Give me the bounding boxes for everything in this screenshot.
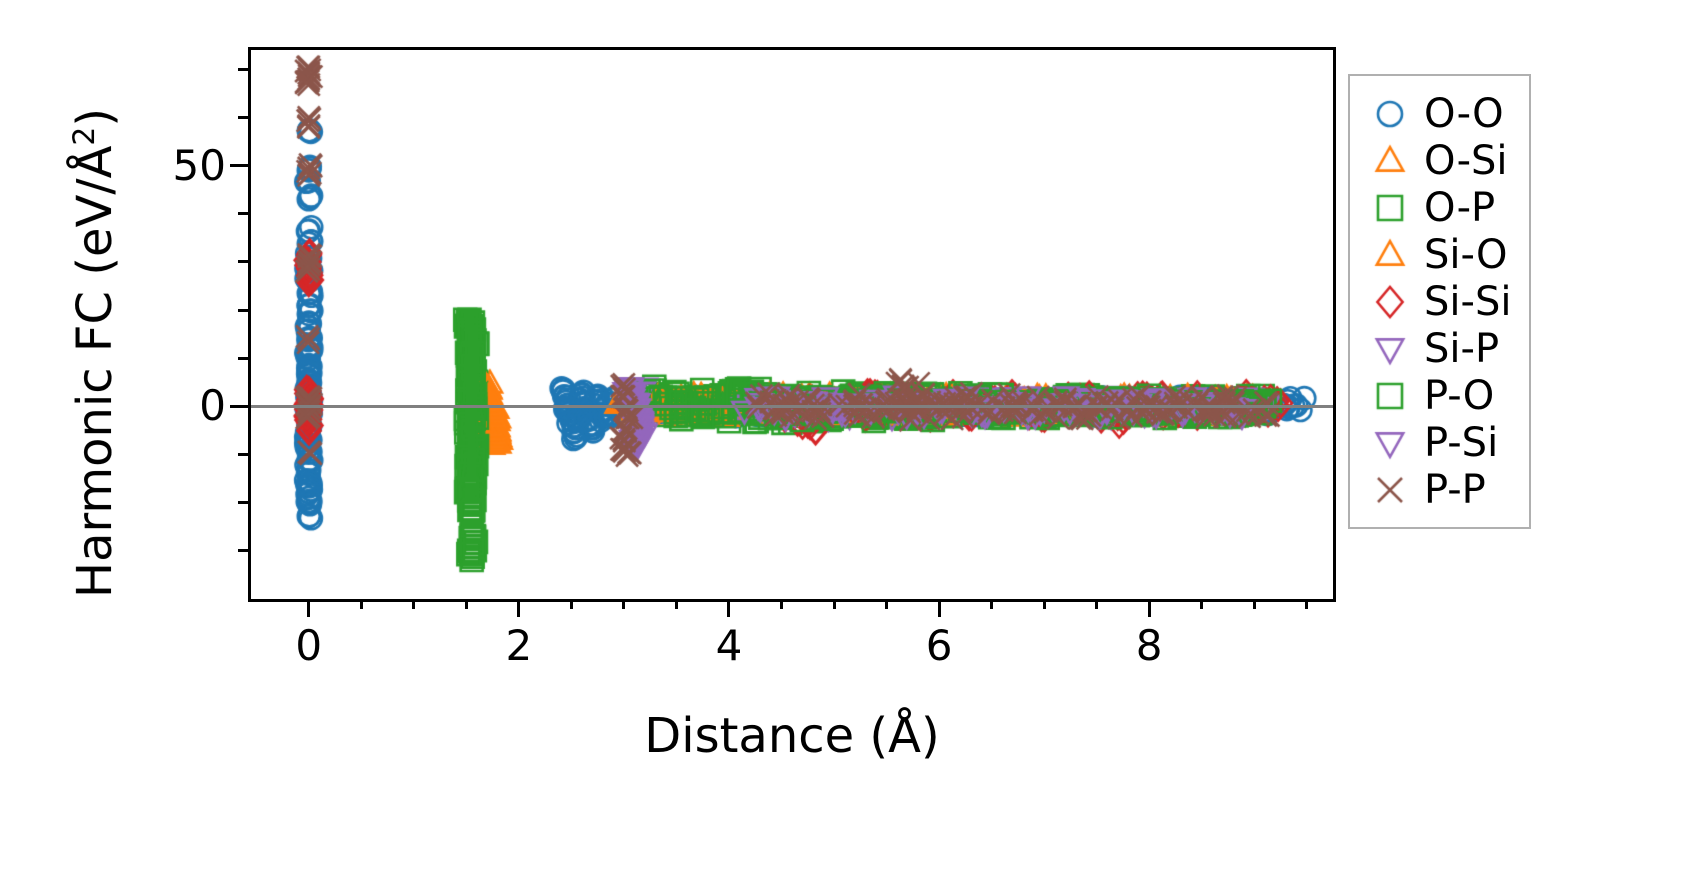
triangle-down-marker-icon	[1362, 326, 1418, 371]
x-tick-minor	[1200, 599, 1204, 609]
legend-item-label: P-O	[1424, 372, 1495, 419]
legend-item-o-o[interactable]: O-O	[1362, 90, 1511, 137]
x-marker-icon	[1362, 467, 1418, 512]
legend-box: O-O O-Si O-P Si-O Si-Si Si-P P-O P-Si P-P	[1348, 74, 1532, 529]
legend-item-si-p[interactable]: Si-P	[1362, 325, 1511, 372]
x-tick-label: 6	[925, 621, 953, 670]
y-tick-label: 0	[199, 381, 226, 431]
y-tick-major	[230, 164, 248, 168]
legend-item-p-si[interactable]: P-Si	[1362, 419, 1511, 466]
x-tick-major	[1147, 599, 1151, 617]
x-tick-minor	[464, 599, 468, 609]
legend-item-label: P-Si	[1424, 419, 1499, 466]
x-tick-minor	[1042, 599, 1046, 609]
x-tick-minor	[885, 599, 889, 609]
y-axis-title: Harmonic FC (eV/Å2)	[67, 108, 123, 598]
legend-item-o-si[interactable]: O-Si	[1362, 137, 1511, 184]
scatter-plot-canvas	[251, 50, 1333, 599]
y-tick-minor	[238, 260, 248, 264]
y-tick-minor	[238, 67, 248, 71]
x-tick-minor	[779, 599, 783, 609]
legend-item-label: O-Si	[1424, 137, 1508, 184]
y-tick-minor	[238, 115, 248, 119]
triangle-down-marker-icon	[1362, 420, 1418, 465]
square-marker-icon	[1362, 373, 1418, 418]
square-marker-icon	[1362, 185, 1418, 230]
y-tick-minor	[238, 212, 248, 216]
x-tick-major	[727, 599, 731, 617]
x-tick-label: 4	[715, 621, 743, 670]
y-axis-title-text: Harmonic FC (eV/Å	[67, 145, 123, 599]
legend-item-label: Si-O	[1424, 231, 1508, 278]
y-tick-minor	[238, 356, 248, 360]
x-tick-label: 0	[295, 621, 323, 670]
legend-item-label: P-P	[1424, 466, 1486, 513]
x-tick-minor	[622, 599, 626, 609]
zero-reference-line	[251, 405, 1333, 409]
y-tick-minor	[238, 501, 248, 505]
x-tick-minor	[1095, 599, 1099, 609]
triangle-up-marker-icon	[1362, 138, 1418, 183]
x-tick-minor	[1305, 599, 1309, 609]
legend-item-si-si[interactable]: Si-Si	[1362, 278, 1511, 325]
legend-item-p-p[interactable]: P-P	[1362, 466, 1511, 513]
x-tick-minor	[569, 599, 573, 609]
x-tick-major	[307, 599, 311, 617]
x-tick-minor	[412, 599, 416, 609]
triangle-up-marker-icon	[1362, 232, 1418, 277]
legend-item-o-p[interactable]: O-P	[1362, 184, 1511, 231]
x-tick-label: 2	[505, 621, 533, 670]
legend-item-label: O-O	[1424, 90, 1504, 137]
circle-marker-icon	[1362, 91, 1418, 136]
x-tick-minor	[1252, 599, 1256, 609]
x-tick-minor	[990, 599, 994, 609]
y-tick-minor	[238, 453, 248, 457]
x-tick-major	[937, 599, 941, 617]
y-tick-label: 50	[172, 140, 226, 190]
legend-item-label: Si-P	[1424, 325, 1500, 372]
x-axis-title: Distance (Å)	[644, 708, 940, 764]
x-tick-minor	[832, 599, 836, 609]
x-tick-label: 8	[1135, 621, 1163, 670]
y-tick-minor	[238, 549, 248, 553]
diamond-marker-icon	[1362, 279, 1418, 324]
x-tick-minor	[674, 599, 678, 609]
legend-item-label: Si-Si	[1424, 278, 1512, 325]
y-axis-title-suffix: )	[67, 107, 123, 127]
x-tick-major	[517, 599, 521, 617]
legend-item-label: O-P	[1424, 184, 1496, 231]
x-tick-minor	[359, 599, 363, 609]
legend-item-si-o[interactable]: Si-O	[1362, 231, 1511, 278]
y-tick-major	[230, 404, 248, 408]
legend-item-p-o[interactable]: P-O	[1362, 372, 1511, 419]
y-axis-title-exponent: 2	[67, 126, 102, 146]
plot-area	[248, 47, 1336, 602]
y-axis-title-wrapper: Harmonic FC (eV/Å2)	[0, 108, 405, 598]
y-tick-minor	[238, 308, 248, 312]
